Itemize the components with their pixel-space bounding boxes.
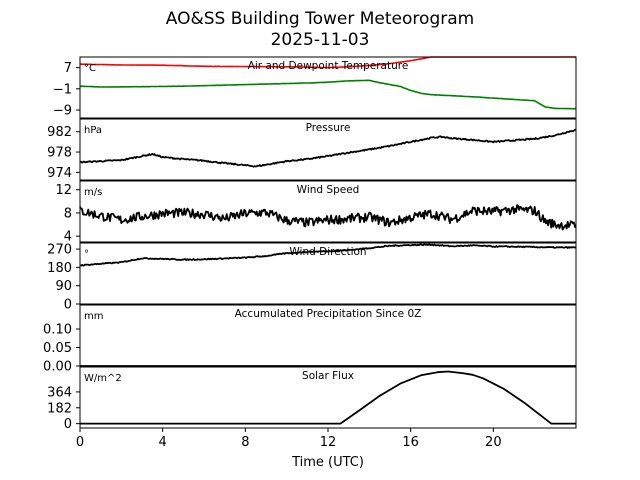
panel-wind_dir: 270 180 90 0 ° Wind Direction (47, 242, 577, 313)
y-tick-label-precip: 0.10 (43, 323, 72, 338)
series-line-pressure-0 (79, 128, 576, 168)
panel-pressure: 982 978 974 hPa Pressure (47, 118, 577, 181)
y-tick-label-wind_dir: 0 (64, 298, 72, 313)
x-axis: 0 4 8 12 16 20 (76, 428, 502, 450)
y-tick-label-solar: 0 (64, 417, 72, 432)
x-tick-label: 4 (159, 435, 167, 450)
figure-title: AO&SS Building Tower Meteorogram (166, 9, 474, 29)
unit-label-temp: °C (84, 63, 96, 74)
panel-temp: 7 −1 −9 °C Air and Dewpoint Temperature (53, 56, 577, 119)
y-tick-label-wind_dir: 180 (47, 261, 72, 276)
panel-frame-pressure (79, 118, 577, 181)
y-tick-label-precip: 0.00 (43, 360, 72, 375)
panel-frame-precip (79, 304, 577, 367)
panel-wind_speed: 12 8 4 m/s Wind Speed (55, 180, 577, 245)
y-tick-label-wind_speed: 8 (64, 206, 72, 221)
series-line-solar-0 (80, 370, 576, 425)
panel-frame-wind_speed (79, 180, 577, 243)
x-tick-label: 8 (241, 435, 249, 450)
panel-frame-wind_dir (79, 242, 577, 305)
y-tick-label-temp: 7 (64, 61, 72, 76)
panel-title-wind_dir: Wind Direction (289, 246, 366, 258)
y-tick-label-wind_speed: 4 (64, 230, 72, 245)
panel-precip: 0.10 0.05 0.00 mm Accumulated Precipitation … (43, 304, 577, 375)
y-tick-label-solar: 364 (47, 385, 72, 400)
panel-title-pressure: Pressure (306, 122, 351, 134)
y-tick-label-pressure: 982 (47, 125, 72, 140)
y-tick-label-precip: 0.05 (43, 341, 72, 356)
y-tick-label-temp: −9 (53, 104, 72, 119)
y-tick-label-wind_speed: 12 (55, 183, 72, 198)
x-axis-label: Time (UTC) (291, 455, 364, 470)
unit-label-solar: W/m^2 (84, 373, 122, 384)
series-line-wind_speed-0 (79, 204, 576, 231)
panels-group: 7 −1 −9 °C Air and Dewpoint Temperature 982 97… (43, 56, 577, 432)
unit-label-wind_dir: ° (84, 249, 89, 260)
figure-date: 2025-11-03 (271, 30, 370, 50)
panel-title-wind_speed: Wind Speed (297, 184, 360, 196)
unit-label-wind_speed: m/s (84, 187, 102, 198)
y-tick-label-solar: 182 (47, 401, 72, 416)
unit-label-precip: mm (84, 311, 103, 322)
y-tick-label-pressure: 978 (47, 146, 72, 161)
y-tick-label-temp: −1 (53, 82, 72, 97)
unit-label-pressure: hPa (84, 125, 102, 136)
panel-frame-temp (79, 56, 577, 119)
panel-title-precip: Accumulated Precipitation Since 0Z (235, 308, 422, 320)
x-tick-label: 16 (402, 435, 419, 450)
panel-title-solar: Solar Flux (302, 370, 354, 382)
y-tick-label-wind_dir: 270 (47, 243, 72, 258)
y-tick-label-pressure: 974 (47, 166, 72, 181)
series-line-temp-1 (79, 79, 577, 110)
series-line-wind_dir-0 (79, 243, 577, 267)
panel-title-temp: Air and Dewpoint Temperature (248, 60, 409, 72)
x-tick-label: 12 (320, 435, 337, 450)
y-tick-label-wind_dir: 90 (55, 279, 72, 294)
x-tick-label: 20 (485, 435, 502, 450)
x-tick-label: 0 (76, 435, 84, 450)
